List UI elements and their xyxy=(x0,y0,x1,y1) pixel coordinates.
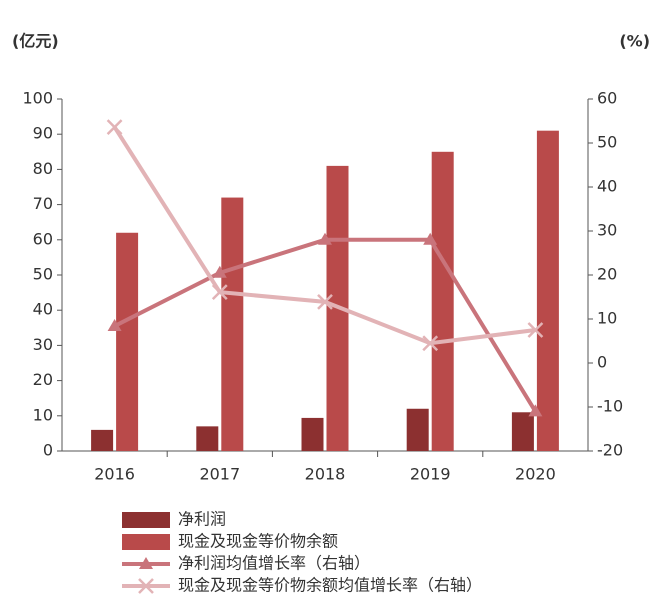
marker xyxy=(106,119,123,136)
legend-label: 现金及现金等价物余额均值增长率（右轴） xyxy=(178,576,482,595)
y-tick-label: 80 xyxy=(33,159,53,178)
y2-tick-label: 40 xyxy=(597,177,617,196)
x-tick-label: 2020 xyxy=(515,465,556,484)
x-tick-label: 2016 xyxy=(94,465,135,484)
y-tick-label: 30 xyxy=(33,335,53,354)
y-axis-label: (亿元) xyxy=(12,32,59,51)
legend-marker xyxy=(138,578,154,594)
legend-label: 净利润均值增长率（右轴） xyxy=(178,554,370,573)
marker xyxy=(423,232,438,245)
y2-tick-label: 10 xyxy=(597,309,617,328)
y-tick-label: 100 xyxy=(22,89,53,108)
marker xyxy=(318,232,332,245)
bar xyxy=(406,408,429,451)
legend-swatch xyxy=(122,512,170,528)
bar xyxy=(116,232,139,451)
legend-marker xyxy=(139,557,153,569)
y-tick-label: 70 xyxy=(33,194,53,213)
line xyxy=(113,237,538,413)
bar xyxy=(196,426,219,451)
marker xyxy=(211,284,228,301)
y2-tick-label: 60 xyxy=(597,89,617,108)
y2-tick-label: -20 xyxy=(597,441,623,460)
y-tick-label: 40 xyxy=(33,300,53,319)
bar xyxy=(536,130,559,451)
legend-label: 净利润 xyxy=(178,510,226,529)
y2-tick-label: -10 xyxy=(597,397,623,416)
marker xyxy=(528,404,543,417)
y2-tick-label: 20 xyxy=(597,265,617,284)
y-tick-label: 0 xyxy=(43,441,53,460)
y-tick-label: 10 xyxy=(33,405,53,424)
y2-axis-label: (%) xyxy=(619,32,650,51)
legend-label: 现金及现金等价物余额 xyxy=(178,532,338,551)
x-tick-label: 2018 xyxy=(305,465,346,484)
y-tick-label: 50 xyxy=(33,265,53,284)
y2-tick-label: 0 xyxy=(597,353,607,372)
bar xyxy=(221,197,244,451)
marker xyxy=(212,265,227,278)
marker xyxy=(527,322,544,338)
x-tick-label: 2017 xyxy=(199,465,240,484)
y-tick-label: 90 xyxy=(33,124,53,143)
y2-tick-label: 50 xyxy=(597,133,617,152)
x-tick-label: 2019 xyxy=(410,465,451,484)
bar xyxy=(91,429,114,451)
y-tick-label: 20 xyxy=(33,370,53,389)
bar xyxy=(511,412,534,451)
marker xyxy=(317,293,333,310)
bar xyxy=(301,417,324,451)
y2-tick-label: 30 xyxy=(597,221,617,240)
marker xyxy=(422,335,439,352)
legend-swatch xyxy=(122,534,170,550)
y-tick-label: 60 xyxy=(33,229,53,248)
bar xyxy=(431,151,454,452)
marker xyxy=(107,319,122,332)
